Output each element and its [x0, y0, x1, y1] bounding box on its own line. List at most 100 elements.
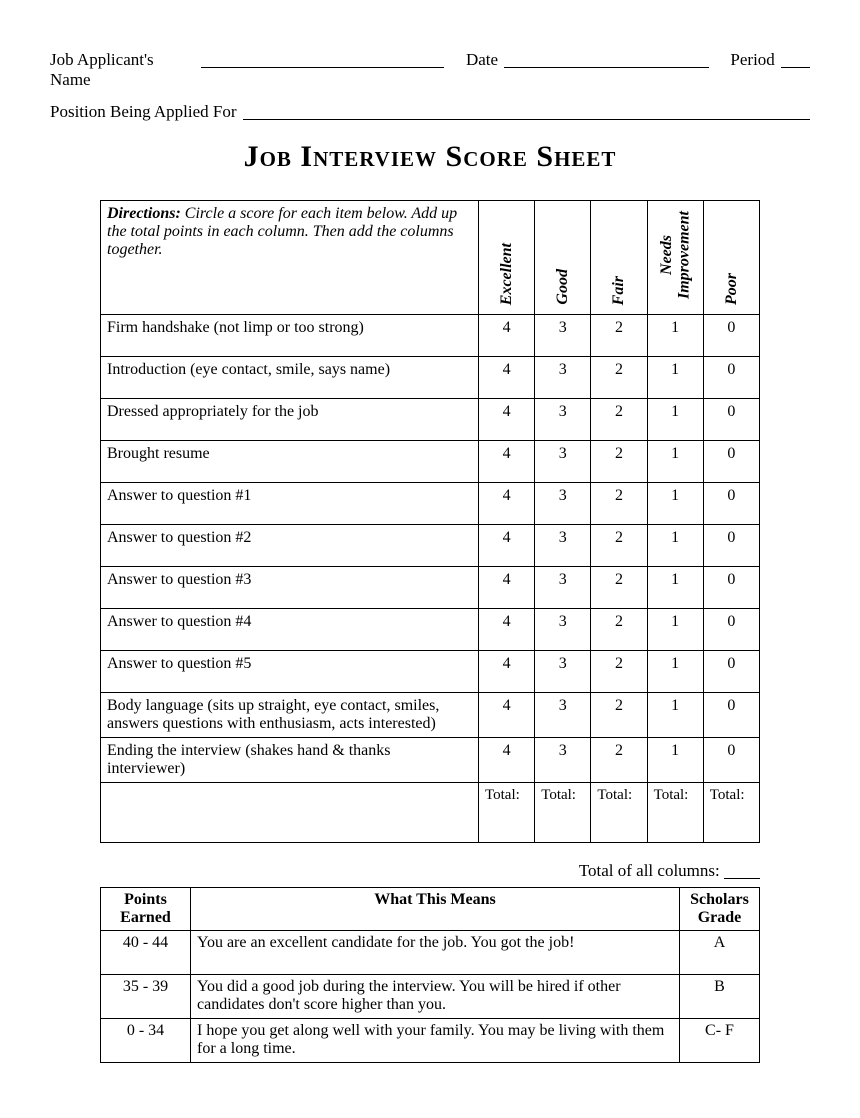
score-cell[interactable]: 4: [479, 738, 535, 783]
col-good: Good: [535, 201, 591, 315]
header-row-1: Job Applicant's Name Date Period: [50, 48, 810, 90]
page-title: Job Interview Score Sheet: [50, 140, 810, 174]
item-label: Answer to question #5: [101, 651, 479, 693]
total-all-blank[interactable]: [724, 878, 760, 879]
score-cell[interactable]: 1: [647, 315, 703, 357]
score-cell[interactable]: 3: [535, 651, 591, 693]
score-cell[interactable]: 3: [535, 525, 591, 567]
rubric-points: 40 - 44: [101, 931, 191, 975]
score-cell[interactable]: 0: [703, 483, 759, 525]
header-row: Directions: Circle a score for each item…: [101, 201, 760, 315]
score-cell[interactable]: 0: [703, 315, 759, 357]
item-label: Answer to question #4: [101, 609, 479, 651]
period-blank[interactable]: [781, 51, 810, 68]
score-cell[interactable]: 3: [535, 315, 591, 357]
score-cell[interactable]: 3: [535, 693, 591, 738]
name-label: Job Applicant's Name: [50, 50, 195, 90]
item-row: Body language (sits up straight, eye con…: [101, 693, 760, 738]
rubric-table: Points Earned What This Means Scholars G…: [100, 887, 760, 1063]
score-cell[interactable]: 3: [535, 609, 591, 651]
score-cell[interactable]: 4: [479, 693, 535, 738]
position-blank[interactable]: [243, 103, 810, 120]
score-cell[interactable]: 3: [535, 483, 591, 525]
item-row: Answer to question #3 4 3 2 1 0: [101, 567, 760, 609]
col-needs: Needs Improvement: [647, 201, 703, 315]
score-cell[interactable]: 2: [591, 315, 647, 357]
score-cell[interactable]: 2: [591, 525, 647, 567]
score-cell[interactable]: 4: [479, 483, 535, 525]
score-cell[interactable]: 4: [479, 315, 535, 357]
score-cell[interactable]: 2: [591, 399, 647, 441]
score-cell[interactable]: 2: [591, 441, 647, 483]
score-cell[interactable]: 1: [647, 399, 703, 441]
rubric-meaning: I hope you get along well with your fami…: [191, 1019, 680, 1063]
score-cell[interactable]: 2: [591, 693, 647, 738]
score-cell[interactable]: 2: [591, 567, 647, 609]
score-cell[interactable]: 1: [647, 357, 703, 399]
total-cell[interactable]: Total:: [535, 783, 591, 843]
rubric-head-grade: Scholars Grade: [680, 888, 760, 931]
page: Job Applicant's Name Date Period Positio…: [0, 0, 860, 1118]
item-row: Answer to question #5 4 3 2 1 0: [101, 651, 760, 693]
score-cell[interactable]: 4: [479, 357, 535, 399]
score-cell[interactable]: 0: [703, 693, 759, 738]
total-all-line: Total of all columns:: [100, 861, 760, 881]
rubric-points: 35 - 39: [101, 975, 191, 1019]
score-cell[interactable]: 1: [647, 693, 703, 738]
col-poor: Poor: [703, 201, 759, 315]
score-cell[interactable]: 1: [647, 651, 703, 693]
score-cell[interactable]: 4: [479, 567, 535, 609]
score-cell[interactable]: 0: [703, 651, 759, 693]
item-label: Answer to question #3: [101, 567, 479, 609]
rubric-head-meaning: What This Means: [191, 888, 680, 931]
score-cell[interactable]: 1: [647, 525, 703, 567]
rubric-grade: A: [680, 931, 760, 975]
score-cell[interactable]: 0: [703, 609, 759, 651]
score-cell[interactable]: 1: [647, 738, 703, 783]
score-cell[interactable]: 3: [535, 357, 591, 399]
total-cell[interactable]: Total:: [479, 783, 535, 843]
score-cell[interactable]: 0: [703, 567, 759, 609]
total-blank: [101, 783, 479, 843]
score-cell[interactable]: 1: [647, 567, 703, 609]
name-blank[interactable]: [201, 51, 445, 68]
item-row: Answer to question #2 4 3 2 1 0: [101, 525, 760, 567]
score-cell[interactable]: 1: [647, 483, 703, 525]
score-cell[interactable]: 4: [479, 399, 535, 441]
col-fair: Fair: [591, 201, 647, 315]
score-cell[interactable]: 0: [703, 525, 759, 567]
score-cell[interactable]: 2: [591, 609, 647, 651]
total-cell[interactable]: Total:: [647, 783, 703, 843]
rubric-head-row: Points Earned What This Means Scholars G…: [101, 888, 760, 931]
date-blank[interactable]: [504, 51, 709, 68]
score-cell[interactable]: 3: [535, 441, 591, 483]
rubric-grade: C- F: [680, 1019, 760, 1063]
score-cell[interactable]: 4: [479, 441, 535, 483]
total-cell[interactable]: Total:: [591, 783, 647, 843]
score-cell[interactable]: 2: [591, 483, 647, 525]
total-cell[interactable]: Total:: [703, 783, 759, 843]
item-label: Introduction (eye contact, smile, says n…: [101, 357, 479, 399]
directions-cell: Directions: Circle a score for each item…: [101, 201, 479, 315]
score-cell[interactable]: 3: [535, 399, 591, 441]
period-label: Period: [730, 50, 774, 70]
score-cell[interactable]: 3: [535, 738, 591, 783]
score-cell[interactable]: 0: [703, 738, 759, 783]
item-row: Brought resume 4 3 2 1 0: [101, 441, 760, 483]
item-row: Firm handshake (not limp or too strong) …: [101, 315, 760, 357]
score-cell[interactable]: 0: [703, 357, 759, 399]
score-cell[interactable]: 4: [479, 651, 535, 693]
score-cell[interactable]: 4: [479, 525, 535, 567]
score-cell[interactable]: 0: [703, 441, 759, 483]
score-cell[interactable]: 1: [647, 609, 703, 651]
item-row: Answer to question #1 4 3 2 1 0: [101, 483, 760, 525]
score-cell[interactable]: 4: [479, 609, 535, 651]
score-cell[interactable]: 2: [591, 357, 647, 399]
score-cell[interactable]: 3: [535, 567, 591, 609]
score-cell[interactable]: 2: [591, 738, 647, 783]
score-cell[interactable]: 1: [647, 441, 703, 483]
score-cell[interactable]: 2: [591, 651, 647, 693]
score-cell[interactable]: 0: [703, 399, 759, 441]
item-label: Brought resume: [101, 441, 479, 483]
directions-label: Directions:: [107, 205, 181, 222]
